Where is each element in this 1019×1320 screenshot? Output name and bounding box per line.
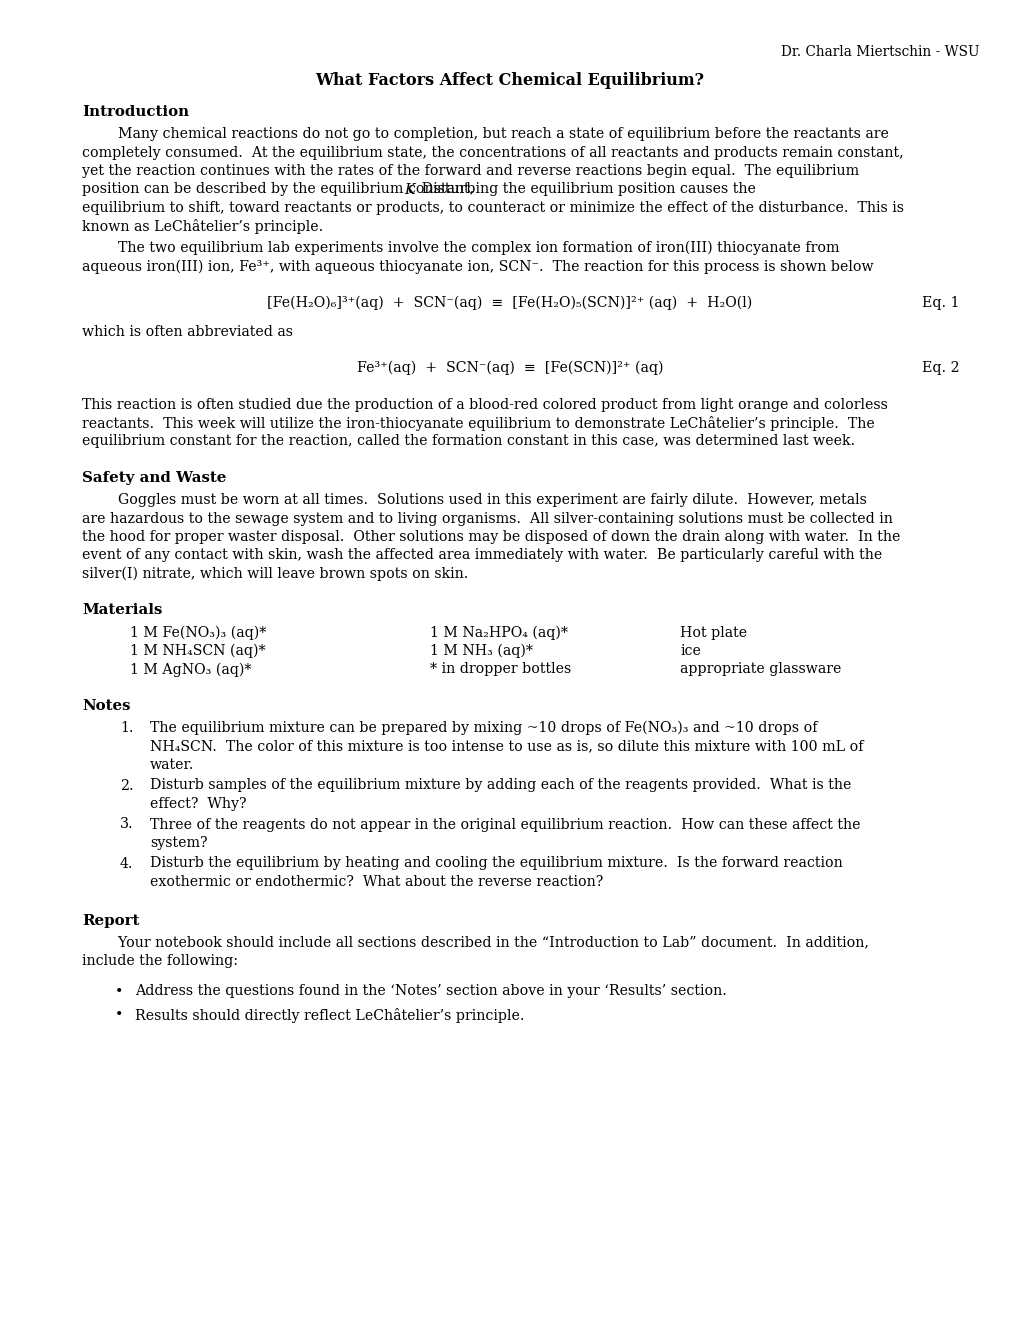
- Text: Three of the reagents do not appear in the original equilibrium reaction.  How c: Three of the reagents do not appear in t…: [150, 817, 860, 832]
- Text: NH₄SCN.  The color of this mixture is too intense to use as is, so dilute this m: NH₄SCN. The color of this mixture is too…: [150, 739, 863, 754]
- Text: 1 M NH₄SCN (aq)*: 1 M NH₄SCN (aq)*: [129, 644, 265, 659]
- Text: known as LeChâtelier’s principle.: known as LeChâtelier’s principle.: [82, 219, 323, 235]
- Text: Materials: Materials: [82, 603, 162, 618]
- Text: position can be described by the equilibrium constant,: position can be described by the equilib…: [82, 182, 478, 197]
- Text: The two equilibrium lab experiments involve the complex ion formation of iron(II: The two equilibrium lab experiments invo…: [82, 242, 839, 255]
- Text: Your notebook should include all sections described in the “Introduction to Lab”: Your notebook should include all section…: [82, 936, 868, 949]
- Text: Disturb the equilibrium by heating and cooling the equilibrium mixture.  Is the : Disturb the equilibrium by heating and c…: [150, 857, 842, 870]
- Text: Eq. 2: Eq. 2: [921, 360, 959, 375]
- Text: Disturb samples of the equilibrium mixture by adding each of the reagents provid: Disturb samples of the equilibrium mixtu…: [150, 779, 851, 792]
- Text: exothermic or endothermic?  What about the reverse reaction?: exothermic or endothermic? What about th…: [150, 875, 602, 888]
- Text: ice: ice: [680, 644, 700, 657]
- Text: the hood for proper waster disposal.  Other solutions may be disposed of down th: the hood for proper waster disposal. Oth…: [82, 531, 900, 544]
- Text: Results should directly reflect LeChâtelier’s principle.: Results should directly reflect LeChâtel…: [135, 1008, 524, 1023]
- Text: are hazardous to the sewage system and to living organisms.  All silver-containi: are hazardous to the sewage system and t…: [82, 511, 892, 525]
- Text: K: K: [404, 182, 414, 197]
- Text: Notes: Notes: [82, 700, 130, 713]
- Text: completely consumed.  At the equilibrium state, the concentrations of all reacta: completely consumed. At the equilibrium …: [82, 145, 903, 160]
- Text: •: •: [115, 985, 123, 998]
- Text: silver(I) nitrate, which will leave brown spots on skin.: silver(I) nitrate, which will leave brow…: [82, 568, 468, 581]
- Text: 3.: 3.: [120, 817, 133, 832]
- Text: 1.: 1.: [120, 721, 133, 735]
- Text: 4.: 4.: [120, 857, 133, 870]
- Text: 1 M AgNO₃ (aq)*: 1 M AgNO₃ (aq)*: [129, 663, 252, 677]
- Text: This reaction is often studied due the production of a blood-red colored product: This reaction is often studied due the p…: [82, 397, 887, 412]
- Text: water.: water.: [150, 758, 195, 772]
- Text: effect?  Why?: effect? Why?: [150, 797, 247, 810]
- Text: Report: Report: [82, 913, 140, 928]
- Text: Many chemical reactions do not go to completion, but reach a state of equilibriu: Many chemical reactions do not go to com…: [82, 127, 888, 141]
- Text: which is often abbreviated as: which is often abbreviated as: [82, 325, 292, 338]
- Text: system?: system?: [150, 836, 207, 850]
- Text: * in dropper bottles: * in dropper bottles: [430, 663, 571, 676]
- Text: reactants.  This week will utilize the iron-thiocyanate equilibrium to demonstra: reactants. This week will utilize the ir…: [82, 416, 874, 432]
- Text: 1 M NH₃ (aq)*: 1 M NH₃ (aq)*: [430, 644, 533, 659]
- Text: appropriate glassware: appropriate glassware: [680, 663, 841, 676]
- Text: include the following:: include the following:: [82, 954, 237, 968]
- Text: 2.: 2.: [120, 779, 133, 792]
- Text: Hot plate: Hot plate: [680, 626, 746, 639]
- Text: equilibrium to shift, toward reactants or products, to counteract or minimize th: equilibrium to shift, toward reactants o…: [82, 201, 903, 215]
- Text: yet the reaction continues with the rates of the forward and reverse reactions b: yet the reaction continues with the rate…: [82, 164, 858, 178]
- Text: aqueous iron(III) ion, Fe³⁺, with aqueous thiocyanate ion, SCN⁻.  The reaction f: aqueous iron(III) ion, Fe³⁺, with aqueou…: [82, 260, 872, 273]
- Text: Introduction: Introduction: [82, 106, 189, 119]
- Text: What Factors Affect Chemical Equilibrium?: What Factors Affect Chemical Equilibrium…: [315, 73, 704, 88]
- Text: Address the questions found in the ‘Notes’ section above in your ‘Results’ secti: Address the questions found in the ‘Note…: [135, 985, 727, 998]
- Text: 1 M Fe(NO₃)₃ (aq)*: 1 M Fe(NO₃)₃ (aq)*: [129, 626, 266, 640]
- Text: Safety and Waste: Safety and Waste: [82, 471, 226, 484]
- Text: •: •: [115, 1008, 123, 1022]
- Text: Fe³⁺(aq)  +  SCN⁻(aq)  ≡  [Fe(SCN)]²⁺ (aq): Fe³⁺(aq) + SCN⁻(aq) ≡ [Fe(SCN)]²⁺ (aq): [357, 360, 662, 375]
- Text: equilibrium constant for the reaction, called the formation constant in this cas: equilibrium constant for the reaction, c…: [82, 434, 854, 449]
- Text: Goggles must be worn at all times.  Solutions used in this experiment are fairly: Goggles must be worn at all times. Solut…: [82, 492, 866, 507]
- Text: event of any contact with skin, wash the affected area immediately with water.  : event of any contact with skin, wash the…: [82, 549, 881, 562]
- Text: [Fe(H₂O)₆]³⁺(aq)  +  SCN⁻(aq)  ≡  [Fe(H₂O)₅(SCN)]²⁺ (aq)  +  H₂O(l): [Fe(H₂O)₆]³⁺(aq) + SCN⁻(aq) ≡ [Fe(H₂O)₅(…: [267, 296, 752, 310]
- Text: The equilibrium mixture can be prepared by mixing ~10 drops of Fe(NO₃)₃ and ~10 : The equilibrium mixture can be prepared …: [150, 721, 816, 735]
- Text: Dr. Charla Miertschin - WSU: Dr. Charla Miertschin - WSU: [781, 45, 979, 59]
- Text: 1 M Na₂HPO₄ (aq)*: 1 M Na₂HPO₄ (aq)*: [430, 626, 568, 640]
- Text: .  Disturbing the equilibrium position causes the: . Disturbing the equilibrium position ca…: [408, 182, 755, 197]
- Text: Eq. 1: Eq. 1: [921, 296, 959, 310]
